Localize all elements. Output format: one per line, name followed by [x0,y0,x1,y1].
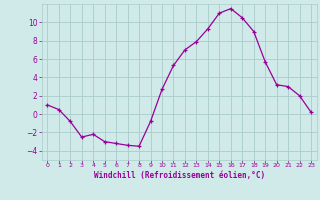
X-axis label: Windchill (Refroidissement éolien,°C): Windchill (Refroidissement éolien,°C) [94,171,265,180]
